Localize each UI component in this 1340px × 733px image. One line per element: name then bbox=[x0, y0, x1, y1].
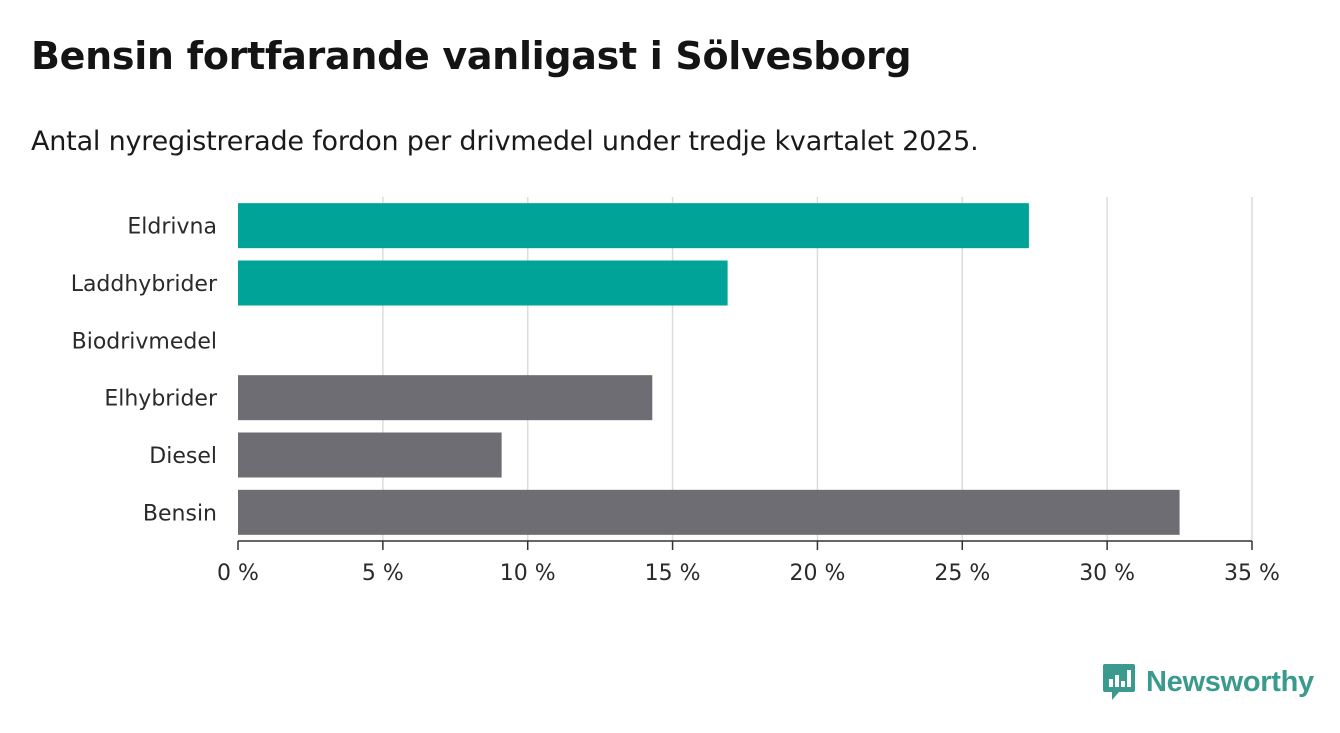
bar-elhybrider bbox=[238, 375, 653, 421]
bars bbox=[238, 203, 1180, 535]
chart-title: Bensin fortfarande vanligast i Sölvesbor… bbox=[31, 34, 912, 78]
category-label: Bensin bbox=[143, 501, 217, 526]
x-tick-label: 15 % bbox=[645, 561, 701, 586]
bar-laddhybrider bbox=[238, 260, 728, 306]
x-tick-label: 10 % bbox=[500, 561, 556, 586]
bar-chart-speech-bubble-icon bbox=[1103, 664, 1135, 700]
x-axis: 0 % 5 % 10 % 15 % 20 % 25 % 30 % 35 % bbox=[217, 540, 1280, 586]
category-labels: Eldrivna Laddhybrider Biodrivmedel Elhybrid… bbox=[71, 215, 218, 527]
x-tick-label: 30 % bbox=[1079, 561, 1135, 586]
x-tick-label: 0 % bbox=[217, 561, 259, 586]
newsworthy-logo: Newsworthy bbox=[1102, 662, 1314, 702]
category-label: Diesel bbox=[149, 444, 217, 469]
bar-bensin bbox=[238, 489, 1180, 535]
chart-subtitle: Antal nyregistrerade fordon per drivmede… bbox=[31, 126, 979, 157]
brand-name: Newsworthy bbox=[1146, 665, 1314, 698]
category-label: Laddhybrider bbox=[71, 272, 218, 297]
x-tick-label: 35 % bbox=[1224, 561, 1280, 586]
x-tick-label: 5 % bbox=[362, 561, 404, 586]
category-label: Eldrivna bbox=[127, 215, 217, 240]
bar-diesel bbox=[238, 432, 502, 478]
category-label: Biodrivmedel bbox=[72, 329, 217, 354]
gridlines bbox=[382, 197, 1253, 541]
bar-eldrivna bbox=[238, 203, 1029, 249]
x-tick-label: 20 % bbox=[789, 561, 845, 586]
category-label: Elhybrider bbox=[104, 387, 218, 412]
x-tick-label: 25 % bbox=[934, 561, 990, 586]
